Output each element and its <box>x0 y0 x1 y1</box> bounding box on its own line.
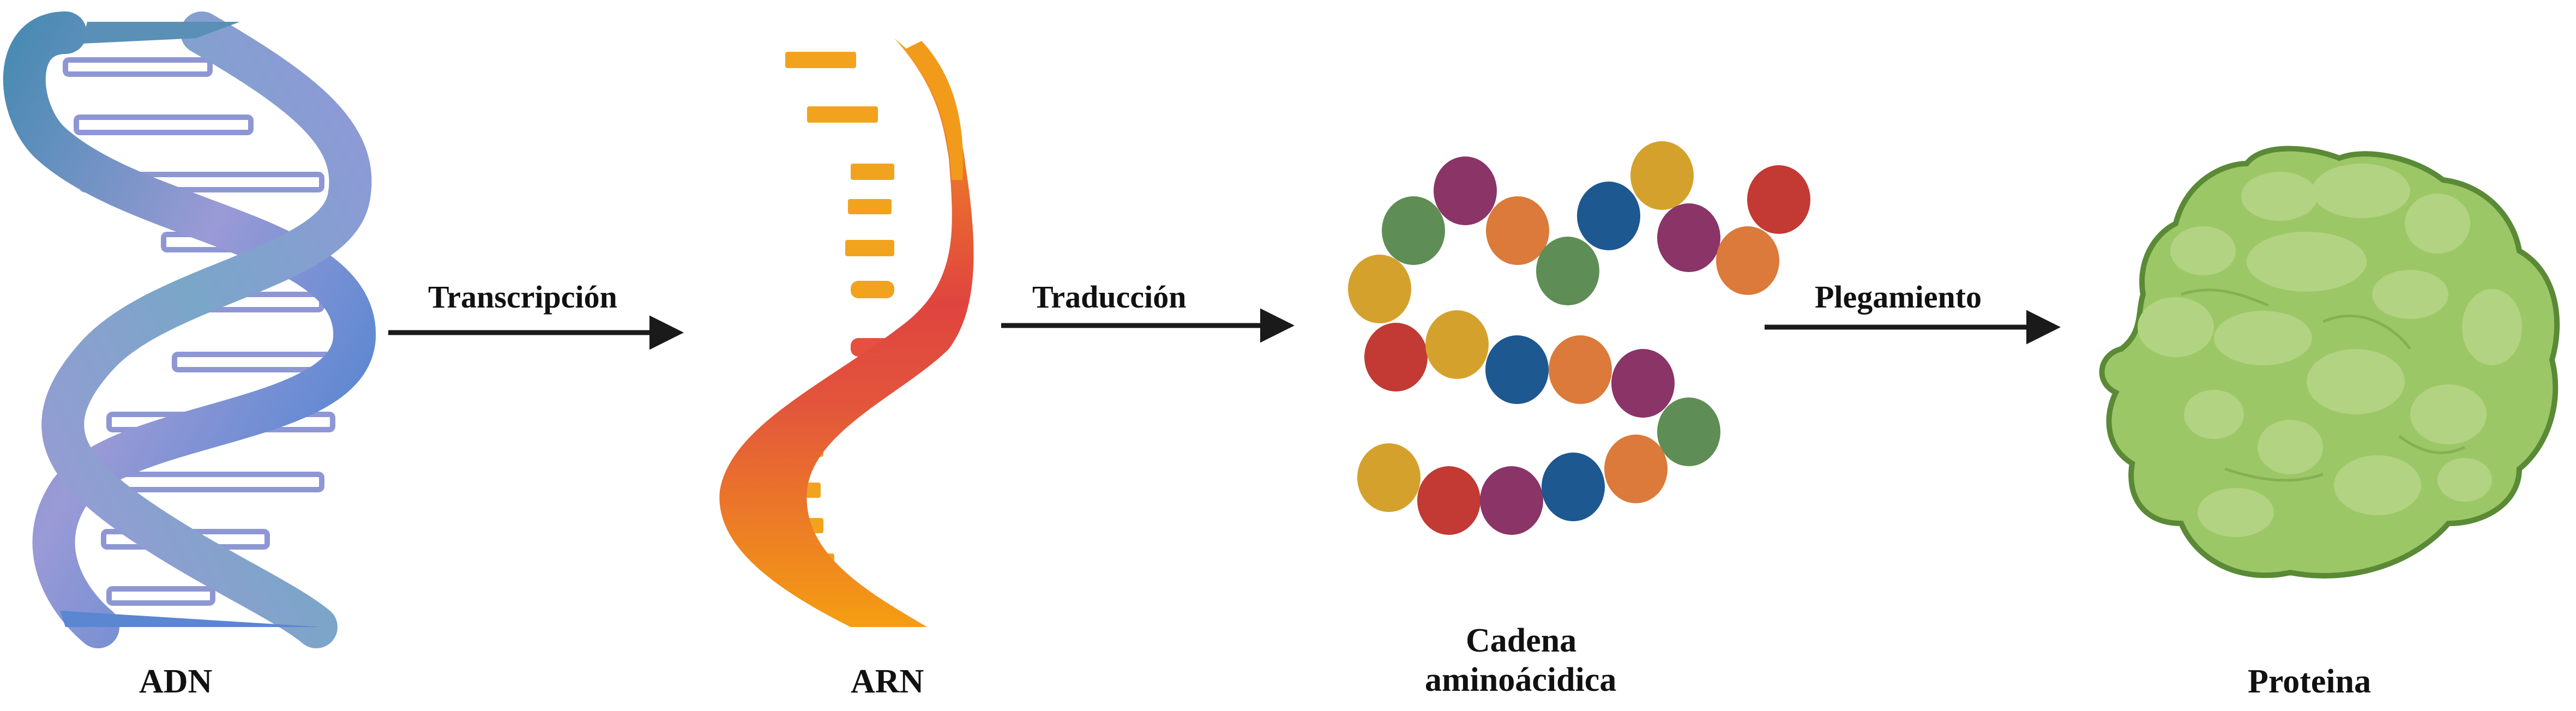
stage-label-proteina: Proteina <box>2248 663 2372 700</box>
amino-acid-bead <box>1577 182 1640 250</box>
process-label-plegamiento: Plegamiento <box>1815 279 1982 315</box>
dna-helix-illustration <box>3 11 376 648</box>
amino-acid-bead <box>1657 397 1720 466</box>
process-arrows <box>388 308 2061 350</box>
stage-label-cadena-line2: aminoácidica <box>1425 661 1617 698</box>
stage-label-cadena-line1: Cadena <box>1466 622 1577 659</box>
amino-acid-bead <box>1434 156 1497 225</box>
stage-label-adn: ADN <box>139 663 213 700</box>
process-label-traduccion: Traducción <box>1032 279 1187 315</box>
amino-acid-bead <box>1542 453 1605 521</box>
amino-acid-bead <box>1425 310 1489 379</box>
rna-strand-illustration <box>719 38 974 627</box>
amino-acid-bead <box>1611 349 1675 418</box>
amino-acid-bead <box>1357 443 1421 512</box>
folded-protein-illustration <box>2099 146 2560 579</box>
amino-acid-bead <box>1747 165 1810 234</box>
process-label-transcripcion: Transcripción <box>428 279 617 315</box>
amino-acid-bead <box>1382 196 1445 265</box>
amino-acid-chain-illustration <box>1348 141 1810 535</box>
amino-acid-bead <box>1485 335 1549 404</box>
stage-label-arn: ARN <box>851 663 924 700</box>
amino-acid-bead <box>1716 226 1779 295</box>
amino-acid-bead <box>1364 323 1428 391</box>
amino-acid-bead <box>1536 237 1599 305</box>
amino-acid-bead <box>1604 435 1668 503</box>
amino-acid-bead <box>1657 203 1720 272</box>
amino-acid-bead <box>1480 466 1543 535</box>
amino-acid-bead <box>1549 335 1612 404</box>
amino-acid-bead <box>1348 255 1411 323</box>
amino-acid-bead <box>1417 466 1480 535</box>
amino-acid-bead <box>1630 141 1694 210</box>
amino-acid-bead <box>1486 196 1549 265</box>
